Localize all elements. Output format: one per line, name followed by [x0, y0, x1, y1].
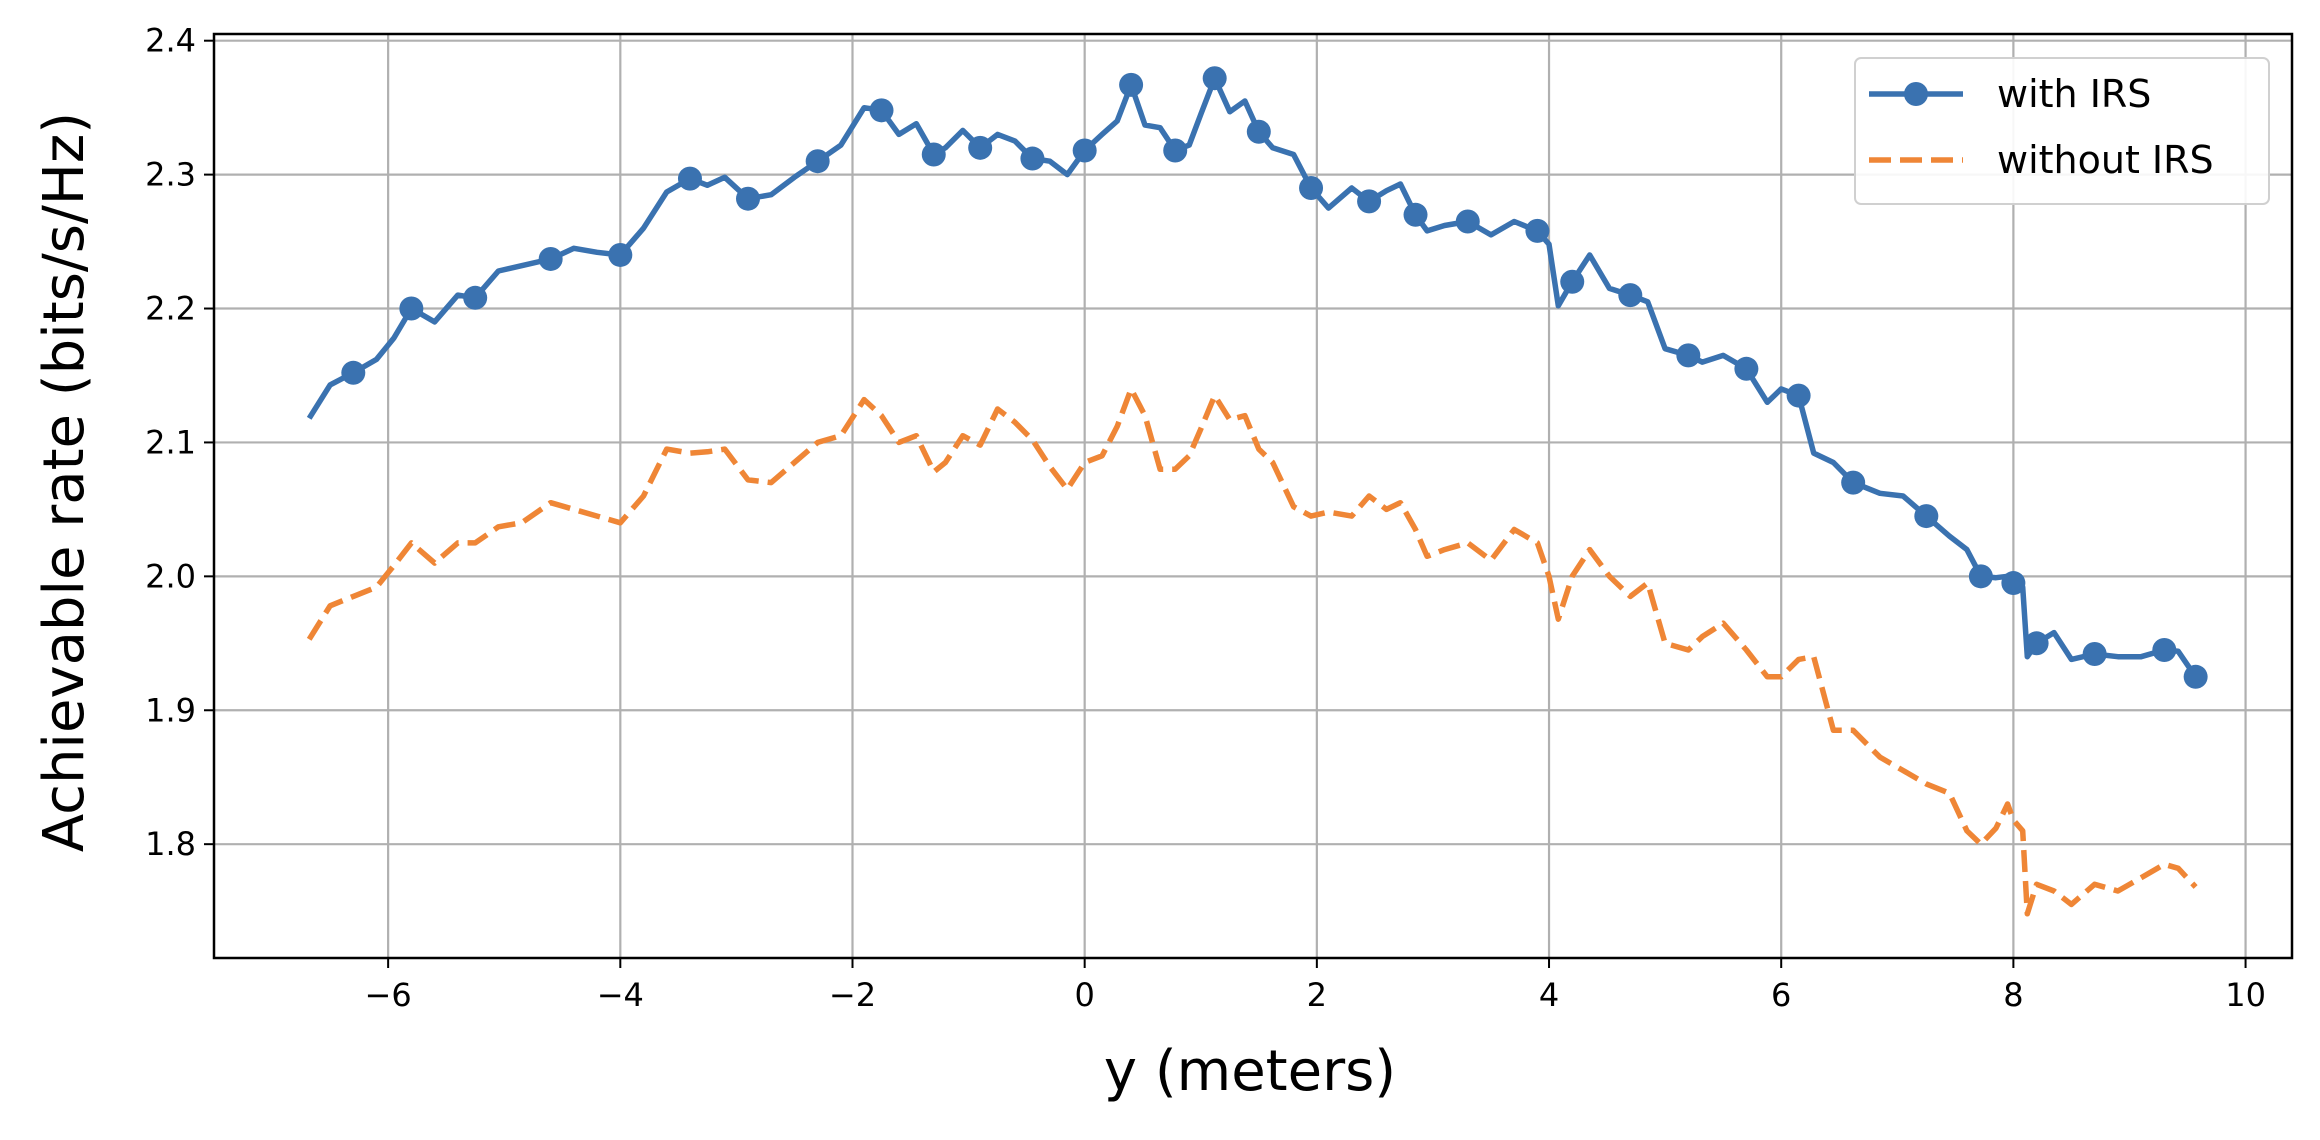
data-point: [1525, 218, 1550, 243]
data-point: [1163, 138, 1188, 163]
data-point: [1968, 564, 1993, 589]
data-point: [1841, 470, 1866, 495]
y-tick-label: 2.4: [145, 22, 196, 60]
data-point: [1357, 189, 1382, 214]
data-point: [677, 166, 702, 191]
data-point: [1299, 176, 1324, 200]
series-1: [306, 386, 2198, 917]
data-point: [921, 142, 946, 167]
data-point: [1618, 283, 1643, 308]
x-axis-label: y (meters): [1104, 1039, 1396, 1104]
data-point: [463, 285, 488, 310]
data-point: [1246, 119, 1271, 144]
data-point: [1560, 269, 1585, 294]
x-tick-label: −6: [365, 976, 412, 1014]
data-point: [2152, 638, 2177, 662]
data-point: [2024, 631, 2049, 656]
x-tick-label: −2: [829, 976, 876, 1014]
x-tick-label: 4: [1539, 976, 1559, 1014]
x-tick-label: 0: [1074, 976, 1094, 1014]
y-axis-label: Achievable rate (bits/s/Hz): [32, 112, 97, 852]
data-point: [1455, 209, 1480, 234]
y-tick-label: 2.3: [145, 156, 196, 194]
y-tick-label: 2.2: [145, 290, 196, 328]
legend: with IRS without IRS: [1854, 57, 2270, 205]
x-tick-label: 10: [2225, 976, 2266, 1014]
axes: [212, 32, 2294, 960]
data-point: [1734, 356, 1759, 381]
data-point: [341, 360, 366, 385]
data-point: [2001, 571, 2026, 596]
data-point: [608, 242, 633, 267]
data-point: [1914, 504, 1939, 529]
series-0: [306, 66, 2208, 689]
data-point: [869, 98, 894, 123]
legend-marker: [1904, 82, 1928, 106]
data-point: [538, 246, 563, 271]
series-layer: [306, 66, 2208, 917]
y-tick-label: 1.8: [145, 825, 196, 863]
data-point: [1786, 383, 1811, 408]
data-point: [2082, 642, 2107, 667]
data-point: [1072, 138, 1097, 163]
data-point: [736, 186, 761, 211]
y-tick-label: 1.9: [145, 691, 196, 729]
x-tick-label: −4: [597, 976, 644, 1014]
grid: [214, 34, 2292, 958]
x-tick-label: 2: [1307, 976, 1327, 1014]
data-point: [1676, 343, 1701, 368]
x-tick-label: 8: [2003, 976, 2023, 1014]
ticks: −6 −4 −2 0 2 4 6 8 10 1.8 1.9 2.0 2.1 2.2 2.3 2.4: [145, 22, 2266, 1014]
data-point: [399, 296, 424, 321]
data-point: [2183, 664, 2208, 689]
data-point: [1119, 72, 1144, 97]
y-tick-label: 2.1: [145, 423, 196, 461]
legend-label: with IRS: [1997, 72, 2151, 116]
y-tick-label: 2.0: [145, 557, 196, 595]
data-point: [1202, 66, 1227, 91]
data-point: [805, 149, 830, 174]
legend-label: without IRS: [1997, 138, 2214, 182]
plot-frame: [212, 32, 2294, 960]
x-tick-label: 6: [1771, 976, 1791, 1014]
data-point: [1403, 202, 1428, 227]
data-point: [968, 135, 993, 160]
data-point: [1020, 146, 1045, 171]
series-line: [306, 386, 2198, 917]
